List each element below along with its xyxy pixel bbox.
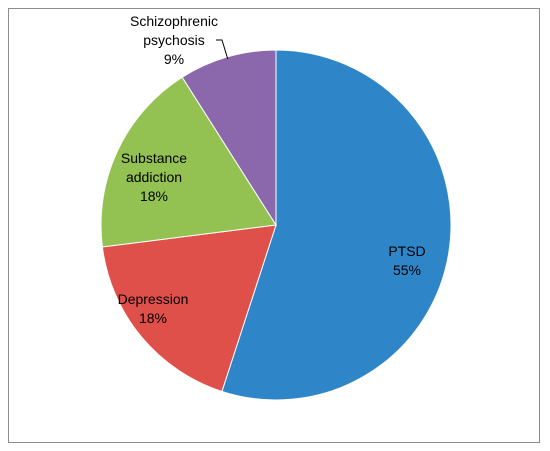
leader-lines (216, 39, 229, 60)
leader-line-schizophrenic-psychosis (216, 39, 229, 60)
slice-label-line: 18% (139, 310, 167, 326)
slice-label-schizophrenic-psychosis: Schizophrenic psychosis 9% (130, 13, 218, 67)
slice-label-line: Schizophrenic (130, 13, 218, 29)
slice-label-line: PTSD (388, 243, 425, 259)
slice-label-line: Depression (118, 291, 189, 307)
slice-label-line: 18% (140, 188, 168, 204)
pie-slice-ptsd (221, 49, 452, 401)
pie-slice-substance-addiction (100, 76, 277, 248)
slice-labels: PTSD 55% Depression 18% Substance addiction 18… (118, 13, 426, 326)
slice-label-ptsd: PTSD 55% (388, 243, 425, 278)
slice-label-line: psychosis (143, 32, 204, 48)
pie-slices (100, 49, 452, 401)
slice-label-depression: Depression 18% (118, 291, 189, 326)
slice-label-line: 9% (164, 51, 184, 67)
pie-slice-depression (101, 224, 277, 393)
slice-label-line: addiction (126, 169, 182, 185)
slice-label-substance-addiction: Substance addiction 18% (121, 150, 187, 204)
slice-label-line: Substance (121, 150, 187, 166)
slice-label-line: 55% (393, 262, 421, 278)
